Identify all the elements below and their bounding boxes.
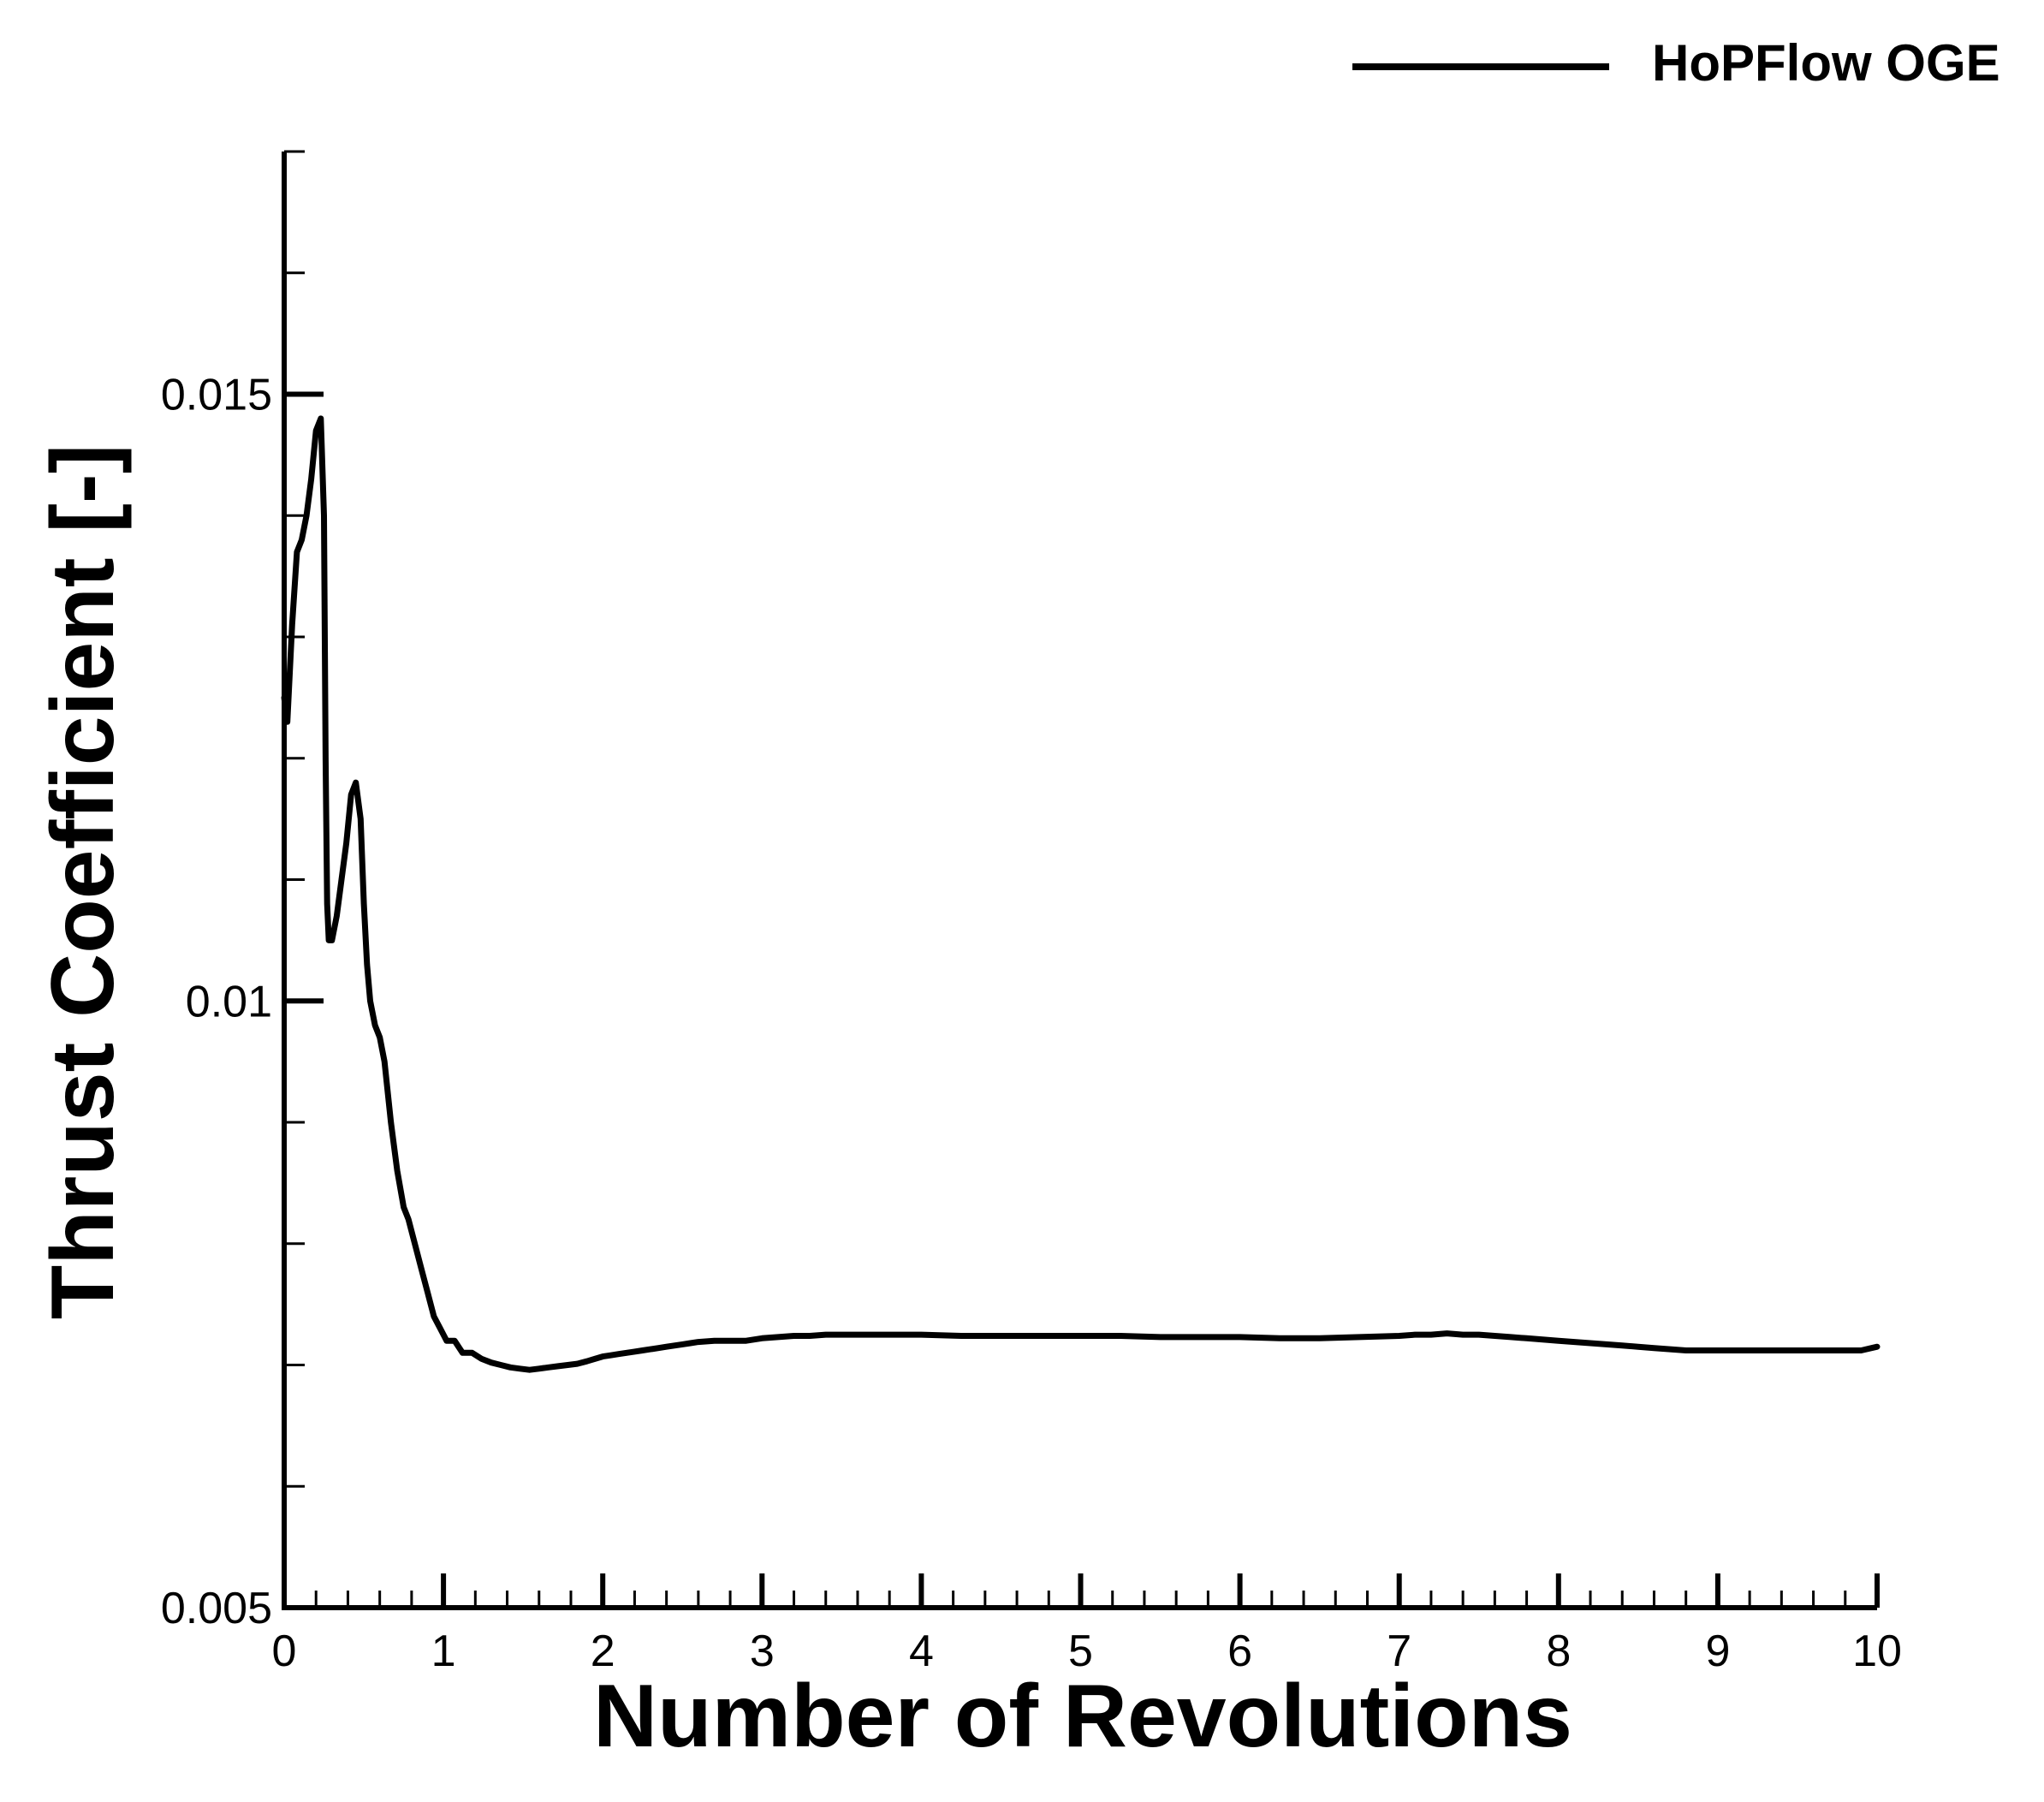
- legend-label-hopflow-oge: HoPFlow OGE: [1652, 34, 2000, 92]
- legend: HoPFlow OGE: [1352, 34, 2000, 92]
- x-tick-label: 9: [1705, 1627, 1730, 1676]
- x-tick-label: 8: [1546, 1627, 1571, 1676]
- y-tick-label: 0.005: [161, 1584, 272, 1633]
- x-axis-title: Number of Revolutions: [593, 1667, 1572, 1766]
- x-tick-label: 4: [909, 1627, 934, 1676]
- x-tick-label: 7: [1387, 1627, 1411, 1676]
- x-tick-label: 2: [591, 1627, 615, 1676]
- axes: 0 1 2 3 4 5 6 7 8 9 10 0.005 0.01 0.015: [161, 150, 1902, 1676]
- y-tick-label: 0.01: [186, 977, 272, 1026]
- x-ticks: 0 1 2 3 4 5 6 7 8 9 10: [272, 1573, 1902, 1676]
- x-tick-label: 10: [1852, 1627, 1902, 1676]
- x-tick-label: 1: [431, 1627, 456, 1676]
- y-tick-label: 0.015: [161, 371, 272, 420]
- plot-area: [281, 415, 1881, 1373]
- x-tick-label: 0: [272, 1627, 297, 1676]
- series-line-hopflow-oge: [281, 415, 1881, 1373]
- y-axis-title: Thrust Coefficient [-]: [33, 444, 133, 1320]
- y-ticks: 0.005 0.01 0.015: [161, 150, 324, 1633]
- x-tick-label: 5: [1068, 1627, 1093, 1676]
- x-tick-label: 6: [1227, 1627, 1252, 1676]
- x-tick-label: 3: [750, 1627, 775, 1676]
